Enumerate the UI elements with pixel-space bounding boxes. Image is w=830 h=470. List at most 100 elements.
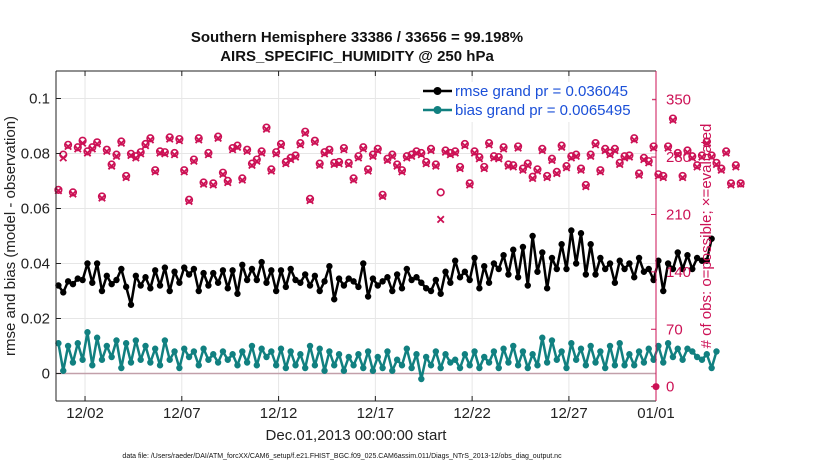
obs-evaluated-point (170, 150, 179, 159)
rmse-point (84, 260, 91, 267)
obs-evaluated-point (499, 145, 508, 153)
obs-possible-point (572, 150, 581, 159)
rmse-point (461, 268, 469, 275)
obs-evaluated-point (644, 158, 653, 167)
rmse-point (698, 257, 706, 264)
obs-evaluated-point (698, 153, 706, 161)
obs-possible-point (339, 143, 349, 153)
bias-point (495, 364, 502, 372)
obs-evaluated-point (315, 161, 324, 170)
chart-subtitle: AIRS_SPECIFIC_HUMIDITY @ 250 hPa (220, 48, 494, 65)
bias-point (587, 342, 594, 350)
obs-evaluated-point (204, 150, 213, 159)
obs-possible-point (567, 152, 576, 161)
obs-evaluated-point (572, 152, 580, 161)
rmse-point (156, 282, 164, 289)
rmse-point (272, 287, 280, 295)
bias-point (108, 353, 115, 361)
obs-possible-point (204, 148, 213, 158)
rmse-point (118, 265, 125, 273)
y-right-tick-label: 0 (666, 379, 674, 396)
obs-possible-point (122, 171, 131, 181)
bias-point (89, 362, 96, 369)
obs-evaluated-point (596, 168, 605, 176)
obs-possible-point (223, 176, 232, 185)
bias-point (456, 364, 464, 372)
obs-evaluated-point (451, 149, 460, 157)
obs-possible-point (175, 134, 184, 144)
obs-evaluated-point (311, 138, 319, 147)
obs-evaluated-point (669, 116, 677, 125)
bias-point (577, 345, 585, 352)
obs-evaluated-point (354, 154, 363, 162)
bias-point (500, 345, 507, 352)
rmse-point (205, 282, 212, 289)
obs-possible-point (683, 146, 692, 155)
obs-possible-point (397, 166, 407, 175)
bias-point (350, 362, 357, 369)
obs-possible-point (586, 150, 595, 159)
rmse-point (655, 257, 662, 264)
bias-point (466, 362, 473, 369)
bias-point (611, 362, 619, 369)
obs-evaluated-point (262, 125, 271, 134)
obs-possible-point (736, 179, 745, 188)
obs-possible-point (649, 142, 658, 151)
obs-possible-point (262, 123, 271, 132)
obs-possible-point (426, 144, 436, 153)
obs-evaluated-point (702, 139, 711, 147)
obs-evaluated-point (277, 141, 285, 150)
obs-evaluated-point (223, 178, 232, 187)
bias-point (93, 334, 101, 341)
rmse-point (243, 276, 251, 284)
obs-evaluated-point (664, 144, 672, 152)
rmse-point (282, 283, 290, 291)
bias-point (248, 342, 256, 350)
obs-evaluated-point (165, 135, 174, 143)
obs-possible-point (610, 144, 619, 153)
rmse-point (214, 279, 222, 286)
obs-evaluated-point (562, 163, 571, 172)
obs-evaluated-point (461, 141, 469, 150)
rmse-point (190, 265, 198, 273)
rmse-point (239, 261, 246, 269)
bias-point (437, 364, 444, 372)
obs-possible-point (465, 179, 474, 188)
obs-possible-point (359, 143, 368, 152)
rmse-point (132, 272, 140, 280)
rmse-point (374, 282, 381, 289)
obs-evaluated-point (475, 154, 484, 163)
rmse-point (481, 263, 488, 270)
x-tick-label: 12/27 (550, 405, 588, 422)
obs-possible-point (518, 164, 528, 173)
rmse-point (514, 274, 522, 281)
obs-possible-point (276, 139, 286, 149)
obs-evaluated-point (533, 167, 542, 175)
rmse-point (592, 271, 599, 278)
obs-possible-point (368, 150, 378, 159)
rmse-point (422, 285, 430, 292)
obs-possible-point (630, 134, 639, 143)
bias-point (645, 345, 652, 352)
obs-evaluated-point (625, 153, 634, 161)
rmse-bias-series (55, 227, 720, 383)
bias-point (239, 348, 246, 355)
bias-point (219, 348, 227, 355)
obs-possible-point (402, 152, 411, 161)
obs-evaluated-point (480, 164, 489, 173)
bias-point (481, 353, 488, 361)
obs-possible-point (562, 162, 571, 171)
rmse-point (505, 271, 512, 278)
rmse-point (258, 258, 265, 266)
rmse-point (268, 267, 275, 274)
y-right-tick-label: 350 (666, 92, 691, 109)
obs-possible-point (693, 161, 702, 170)
bias-point (98, 356, 106, 363)
obs-evaluated-point (335, 159, 343, 168)
obs-possible-point (315, 159, 324, 168)
bias-point (84, 329, 91, 336)
obs-evaluated-point (446, 150, 455, 159)
rmse-point (645, 265, 652, 273)
rmse-point (297, 279, 304, 286)
bias-point (568, 340, 575, 347)
